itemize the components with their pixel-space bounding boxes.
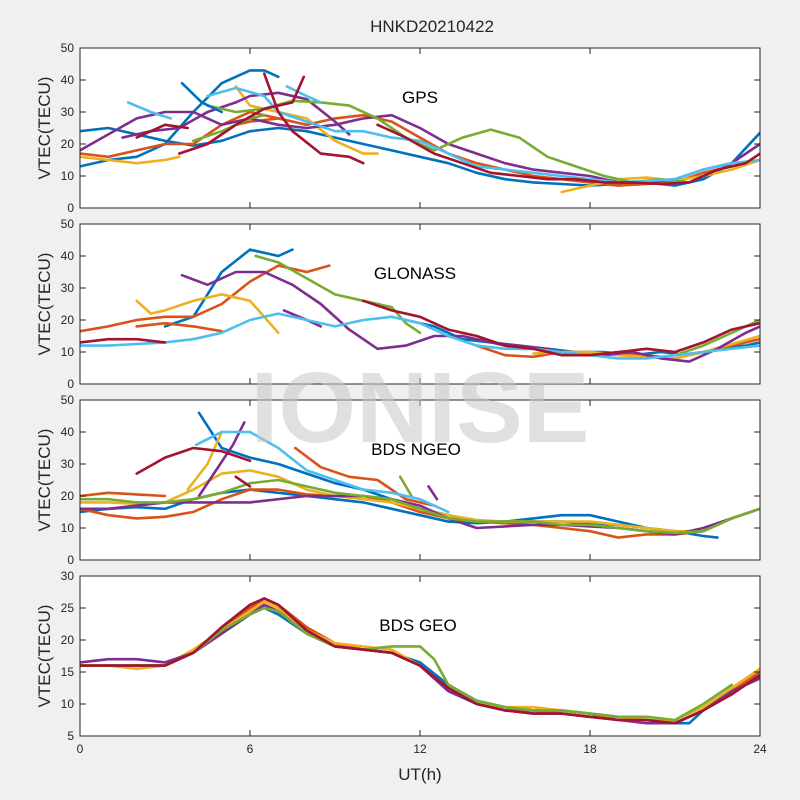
series-line-11 (80, 312, 760, 360)
y-axis-label: VTEC(TECU) (35, 77, 54, 180)
y-tick-label: 0 (67, 201, 74, 215)
y-tick-label: 20 (61, 137, 75, 151)
x-tick-label: 24 (753, 742, 767, 756)
series-line-3 (135, 321, 223, 333)
series-line-8 (121, 91, 351, 139)
series-line-6 (186, 430, 223, 491)
panel-label: GPS (402, 88, 438, 107)
series-line-9 (427, 485, 439, 501)
figure-title: HNKD20210422 (370, 17, 494, 36)
series-line-5 (234, 85, 379, 155)
series-line-3 (80, 491, 167, 498)
series-line-12 (194, 430, 450, 514)
y-tick-label: 30 (61, 105, 75, 119)
x-axis-label: UT(h) (398, 765, 441, 784)
y-tick-label: 40 (61, 73, 75, 87)
y-tick-label: 15 (61, 665, 75, 679)
plot-area (80, 576, 760, 736)
series-line-9 (206, 99, 691, 184)
y-tick-label: 40 (61, 249, 75, 263)
y-tick-label: 30 (61, 457, 75, 471)
x-tick-label: 18 (583, 742, 597, 756)
y-tick-label: 20 (61, 633, 75, 647)
y-tick-label: 0 (67, 377, 74, 391)
series-line-8 (197, 421, 246, 498)
y-tick-label: 30 (61, 569, 75, 583)
series-line-11 (398, 475, 413, 498)
series-line-5 (80, 597, 760, 725)
series-line-14 (135, 123, 189, 139)
y-tick-label: 20 (61, 489, 75, 503)
y-tick-label: 0 (67, 553, 74, 567)
series-line-10 (80, 478, 760, 535)
subplot-3: 5 10 15 20 25 30 0 6 12 18 24 VTEC(TECU) BDS GEO (35, 569, 767, 756)
series-line-0 (163, 248, 294, 328)
series-line-2 (80, 488, 760, 539)
series-line-13 (135, 446, 252, 475)
panel-label: GLONASS (374, 264, 456, 283)
y-tick-label: 10 (61, 345, 75, 359)
y-tick-label: 40 (61, 425, 75, 439)
series-group (80, 411, 760, 539)
series-line-15 (177, 75, 306, 155)
series-line-14 (234, 475, 252, 488)
y-tick-label: 10 (61, 697, 75, 711)
series-line-11 (206, 86, 760, 184)
series-line-4 (294, 446, 436, 507)
y-tick-label: 20 (61, 313, 75, 327)
x-tick-label: 0 (77, 742, 84, 756)
panel-label: BDS NGEO (371, 440, 461, 459)
series-line-7 (180, 270, 760, 363)
series-line-13 (362, 299, 760, 357)
y-tick-label: 50 (61, 41, 75, 55)
x-tick-label: 6 (247, 742, 254, 756)
y-axis-label: VTEC(TECU) (35, 253, 54, 356)
series-line-2 (80, 264, 331, 333)
series-line-5 (135, 293, 280, 335)
y-tick-label: 10 (61, 169, 75, 183)
series-line-12 (80, 337, 167, 344)
series-group (80, 248, 760, 363)
subplot-2: 0 10 20 30 40 50 VTEC(TECU) BDS NGEO (35, 393, 761, 567)
y-tick-label: 50 (61, 217, 75, 231)
series-line-4 (80, 155, 181, 165)
y-tick-label: 30 (61, 281, 75, 295)
y-tick-label: 50 (61, 393, 75, 407)
watermark: IONISE (251, 352, 590, 464)
x-tick-label: 12 (413, 742, 427, 756)
series-line-18 (180, 81, 223, 114)
series-group (80, 597, 760, 725)
subplot-0: 0 10 20 30 40 50 VTEC(TECU) GPS (35, 41, 761, 215)
series-line-12 (126, 101, 172, 120)
y-tick-label: 10 (61, 521, 75, 535)
series-line-17 (376, 123, 760, 186)
panel-label: BDS GEO (379, 616, 456, 635)
series-line-16 (262, 72, 365, 165)
y-tick-label: 5 (67, 729, 74, 743)
series-line-13 (285, 85, 323, 104)
y-axis-label: VTEC(TECU) (35, 605, 54, 708)
subplot-1: 0 10 20 30 40 50 VTEC(TECU) GLONASS (35, 217, 761, 391)
y-axis-label: VTEC(TECU) (35, 429, 54, 532)
y-tick-label: 25 (61, 601, 75, 615)
series-group (80, 69, 760, 194)
